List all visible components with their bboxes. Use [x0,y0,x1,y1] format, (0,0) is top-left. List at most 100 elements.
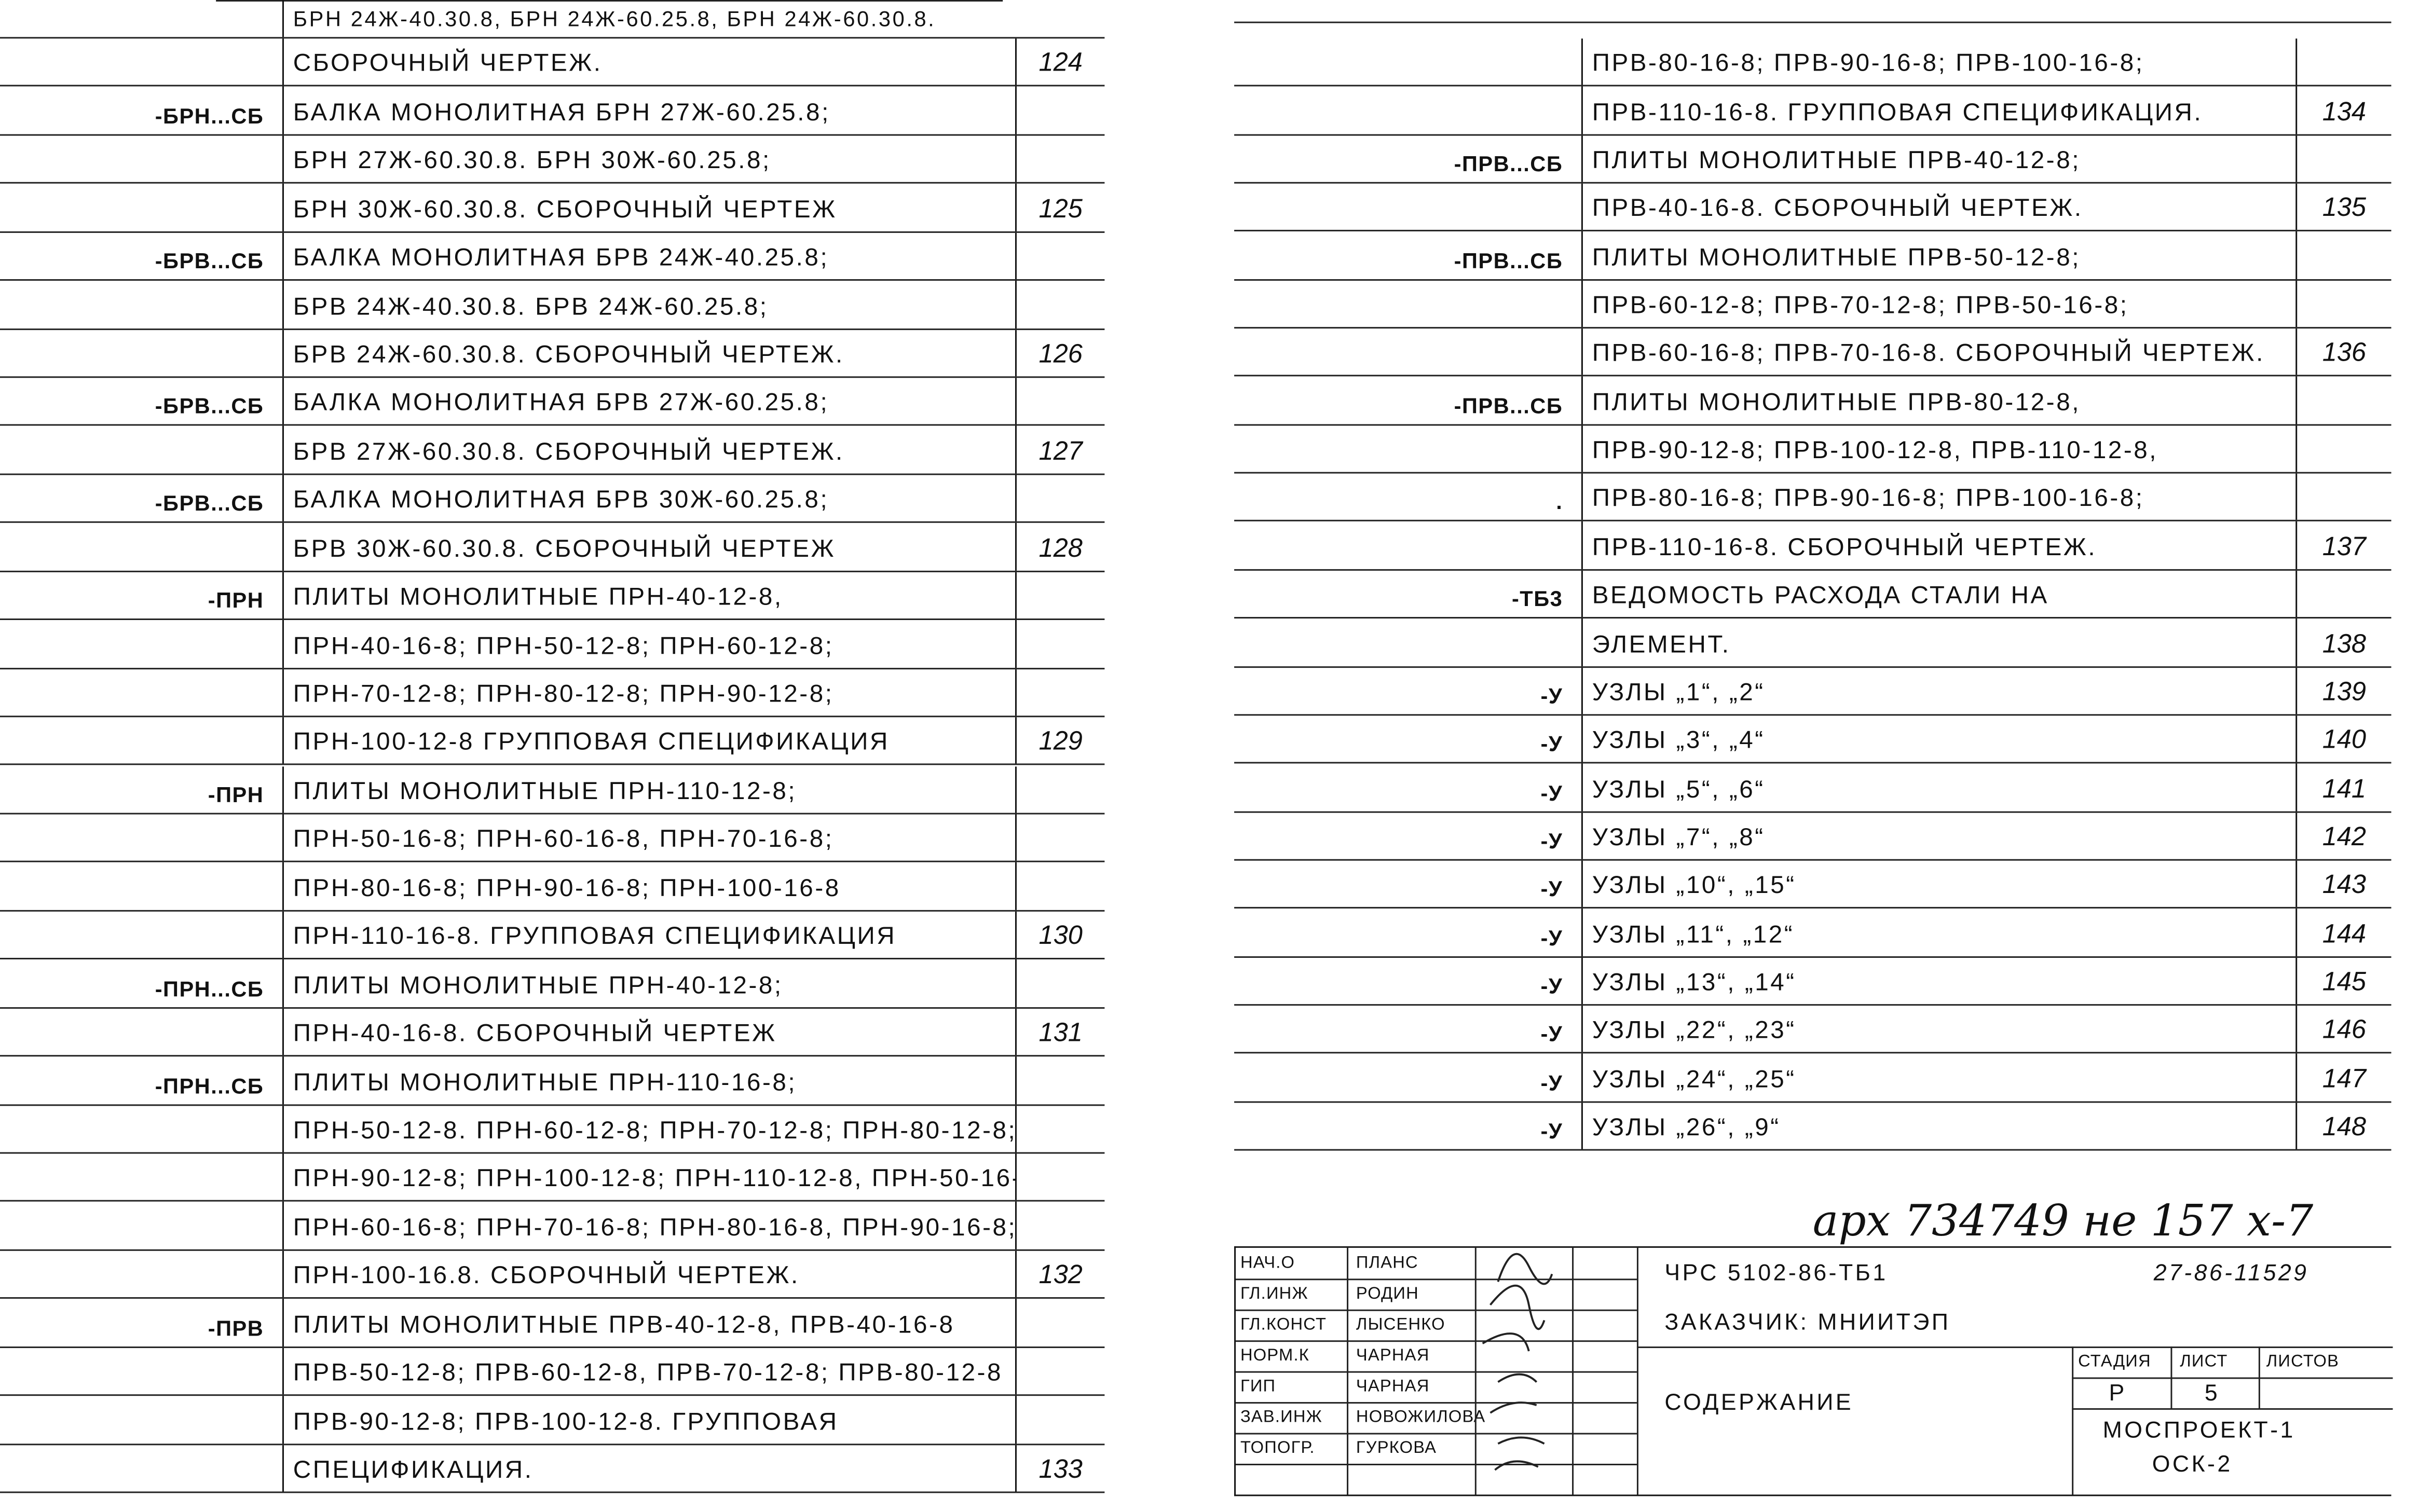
signatory-role: Гл.инж [1240,1285,1308,1303]
row-text: ПРН-80-16-8; ПРН-90-16-8; ПРН-100-16-8 [282,862,1015,910]
row-text: Плиты монолитные ПРВ-50-12-8; [1581,232,2295,279]
table-row: ПРН-70-12-8; ПРН-80-12-8; ПРН-90-12-8; [0,668,1105,718]
row-code: . [1556,489,1563,515]
table-row: ПРВ-90-12-8; ПРВ-100-12-8. Групповая [0,1396,1105,1445]
row-text: Балка монолитная БРВ 30Ж-60.25.8; [282,475,1015,522]
table-row: ПРВ-90-12-8; ПРВ-100-12-8, ПРВ-110-12-8, [1234,425,2391,474]
row-page [1015,87,1104,134]
row-code [0,911,282,958]
row-page: 129 [1015,717,1104,764]
row-text: ПРН-110-16-8. Групповая спецификация [282,911,1015,958]
table-row: -БРВ...СБ Балка монолитная БРВ 27Ж-60.25.… [0,378,1105,427]
row-code [1234,184,1581,230]
row-text: Сборочный чертеж. [282,38,1015,86]
row-text: ПРВ-90-12-8; ПРВ-100-12-8. Групповая [282,1396,1015,1444]
signatory-name: Планс [1356,1254,1418,1273]
row-page: 128 [1015,523,1104,571]
row-text: ПРВ-40-16-8. Сборочный чертеж. [1581,183,2295,231]
table-row: -ПРВ...СБ Плиты монолитные ПРВ-50-12-8; [1234,232,2391,281]
row-text: Узлы „7“, „8“ [1581,812,2295,859]
table-row: ПРВ-40-16-8. Сборочный чертеж. 135 [1234,183,2391,232]
table-row: -ПРВ Плиты монолитные ПРВ-40-12-8, ПРВ-40… [0,1299,1105,1348]
row-text: ПРН-50-16-8; ПРН-60-16-8, ПРН-70-16-8; [282,814,1015,861]
row-code: -БРВ...СБ [155,249,264,273]
row-code: -У [1540,876,1563,901]
row-page: 147 [2295,1054,2391,1101]
signatory-role: Нач.О [1240,1254,1295,1273]
row-page: 134 [2295,87,2391,134]
row-page: 141 [2295,764,2391,811]
row-text: ПРВ-80-16-8; ПРВ-90-16-8; ПРВ-100-16-8; [1581,473,2295,521]
signatory-name: Родин [1356,1285,1419,1303]
row-text: БРН 30Ж-60.30.8. Сборочный чертеж [282,184,1015,231]
row-page [1015,862,1104,910]
row-text: Балка монолитная БРВ 27Ж-60.25.8; [282,378,1015,425]
table-row: . ПРВ-80-16-8; ПРВ-90-16-8; ПРВ-100-16-8; [1234,473,2391,523]
table-row: спецификация. 133 [0,1445,1105,1493]
row-code [1234,328,1581,375]
row-page [1015,620,1104,667]
row-code [0,135,282,182]
table-row: ПРН-50-12-8. ПРН-60-12-8; ПРН-70-12-8; П… [0,1105,1105,1154]
row-text: ПРН-90-12-8; ПРН-100-12-8; ПРН-110-12-8,… [282,1153,1015,1201]
row-text: Узлы „3“, „4“ [1581,715,2295,763]
table-row: -ПРН...СБ Плиты монолитные ПРН-110-16-8; [0,1056,1105,1105]
table-row: ПРН-100-12-8 Групповая спецификация 129 [0,717,1105,766]
row-page: 145 [2295,957,2391,1004]
row-text: ПРН-60-16-8; ПРН-70-16-8; ПРН-80-16-8, П… [282,1202,1015,1249]
row-code [0,1348,282,1394]
signatory-role: Зав.инж [1240,1408,1323,1427]
row-page: 126 [1015,329,1104,377]
row-code: -ПРН [208,781,264,807]
table-row: ПРН-90-12-8; ПРН-100-12-8; ПРН-110-12-8,… [0,1153,1105,1202]
row-page [2295,135,2391,182]
row-page [1015,281,1104,328]
table-row: ПРН-40-16-8; ПРН-50-12-8; ПРН-60-12-8; [0,620,1105,669]
signatory-name: Лысенко [1356,1315,1445,1335]
table-row: -ПРН...СБ Плиты монолитные ПРН-40-12-8; [0,959,1105,1009]
row-text: Узлы „24“, „25“ [1581,1054,2295,1101]
row-page [1015,1202,1104,1249]
row-code [0,717,282,764]
row-page [2295,38,2391,86]
row-page: 133 [1015,1445,1104,1492]
row-text: Узлы „1“, „2“ [1581,667,2295,714]
table-row: -ПРВ...СБ Плиты монолитные ПРВ-40-12-8; [1234,135,2391,184]
row-text: Плиты монолитные ПРН-110-16-8; [282,1056,1015,1104]
row-text: Узлы „26“, „9“ [1581,1102,2295,1149]
signatory-name: Чарная [1356,1377,1430,1396]
row-code: -БРВ...СБ [155,394,264,419]
table-row: -ТБ3 Ведомость расхода стали на [1234,570,2391,619]
row-code: -ПРВ...СБ [1454,248,1563,273]
row-code [0,1396,282,1443]
row-text: ПРВ-60-16-8; ПРВ-70-16-8. Сборочный черт… [1581,328,2295,376]
row-code: -ПРН...СБ [155,975,264,1001]
row-text: ПРН-40-16-8. Сборочный чертеж [282,1008,1015,1055]
row-code: -ПРН [208,588,264,613]
table-row: БРН 30Ж-60.30.8. Сборочный чертеж 125 [0,184,1105,233]
row-page: 148 [2295,1102,2391,1149]
row-text: ПРВ-80-16-8; ПРВ-90-16-8; ПРВ-100-16-8; [1581,38,2295,86]
row-code [0,814,282,861]
table-row: -БРВ...СБ Балка монолитная БРВ 24Ж-40.25.… [0,232,1105,281]
row-code [0,863,282,910]
row-text: Балка монолитная БРН 27Ж-60.25.8; [282,87,1015,134]
divider [216,0,1003,3]
row-text: БРВ 30Ж-60.30.8. Сборочный чертеж [282,523,1015,571]
table-row: ПРВ-60-12-8; ПРВ-70-12-8; ПРВ-50-16-8; [1234,280,2391,329]
signatory-name: Чарная [1356,1346,1430,1365]
row-code: -БРН...СБ [155,103,264,128]
table-row: БРВ 24Ж-40.30.8. БРВ 24Ж-60.25.8; [0,281,1105,329]
row-page: 138 [2295,618,2391,666]
table-row: ПРН-40-16-8. Сборочный чертеж 131 [0,1008,1105,1057]
row-code: -ТБ3 [1511,586,1563,611]
row-code: -У [1540,683,1563,708]
row-text: Плиты монолитные ПРН-40-12-8, [282,572,1015,619]
row-text: ПРН-40-16-8; ПРН-50-12-8; ПРН-60-12-8; [282,620,1015,667]
customer: Заказчик: МНИИТЭП [1664,1309,1951,1336]
row-text: ПРВ-110-16-8. Сборочный чертеж. [1581,522,2295,569]
signatory-role: Гл.конст [1240,1315,1327,1335]
row-code [1234,87,1581,133]
table-row: -У Узлы „5“, „6“ 141 [1234,764,2391,813]
